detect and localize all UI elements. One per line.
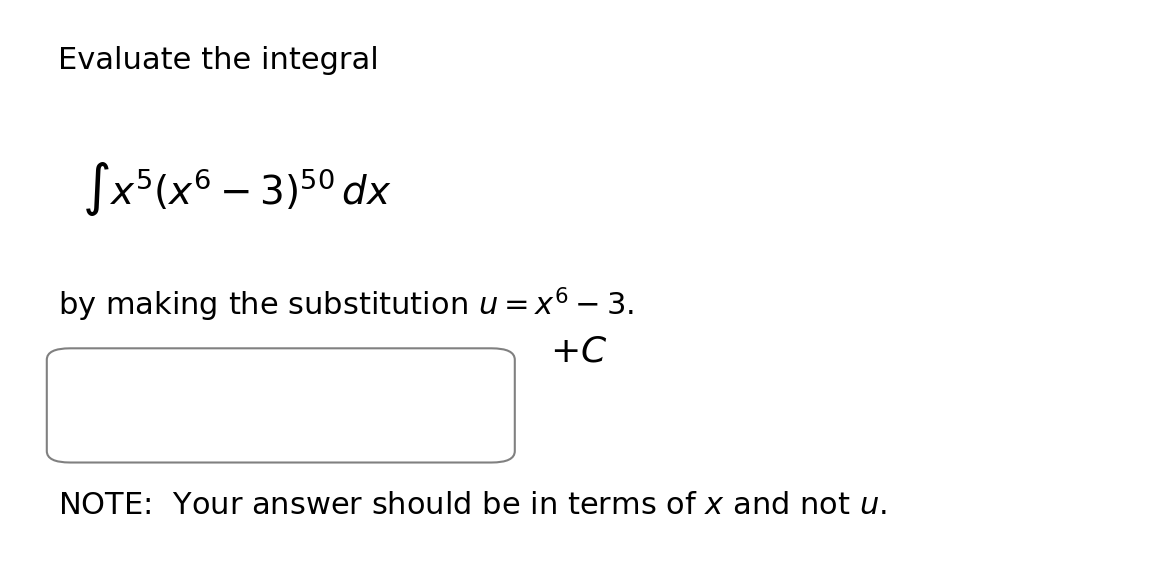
Text: $\int x^5 (x^6 - 3)^{50}\, dx$: $\int x^5 (x^6 - 3)^{50}\, dx$ (82, 160, 392, 218)
FancyBboxPatch shape (47, 348, 515, 463)
Text: Evaluate the integral: Evaluate the integral (58, 46, 379, 75)
Text: by making the substitution $u = x^6 - 3.$: by making the substitution $u = x^6 - 3.… (58, 286, 634, 324)
Text: $+ C$: $+ C$ (550, 334, 607, 368)
Text: NOTE:  Your answer should be in terms of $x$ and not $u$.: NOTE: Your answer should be in terms of … (58, 490, 888, 520)
